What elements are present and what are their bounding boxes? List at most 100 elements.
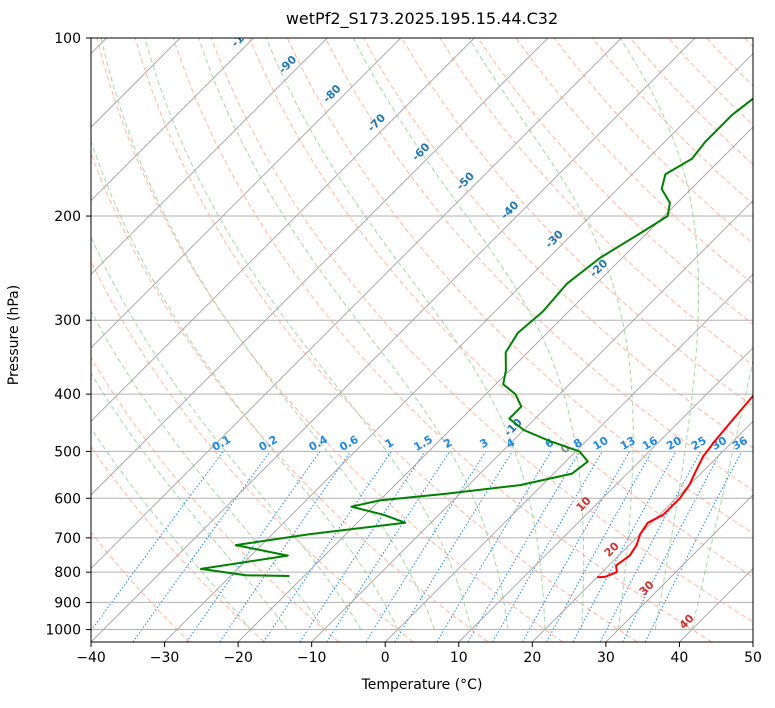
x-axis-label: Temperature (°C): [361, 677, 483, 693]
moist-adiabat-line: [91, 139, 399, 630]
mixing-ratio-line: [91, 451, 224, 632]
x-tick-label: 20: [523, 650, 541, 666]
mixing-ratio-line: [299, 451, 426, 642]
mixing-ratio-line: [599, 451, 702, 642]
dry-adiabat-line: [210, 38, 753, 623]
y-tick-label: 300: [54, 313, 81, 329]
temperature-series-line: [597, 394, 753, 579]
dry-adiabat-line: [325, 38, 753, 492]
isotherm-line: [531, 420, 753, 642]
isotherm-label: -30: [543, 227, 566, 250]
isotherm-label: -80: [320, 82, 343, 105]
mixing-ratio-label: 1.5: [411, 433, 434, 454]
dry-adiabat-line: [96, 38, 563, 642]
x-tick-label: 50: [744, 650, 762, 666]
mixing-ratio-label: 20: [664, 434, 684, 453]
mixing-ratio-line: [546, 451, 653, 642]
dry-adiabat-line: [248, 38, 753, 578]
isotherm-line: [91, 38, 549, 496]
isotherm-label: -60: [409, 140, 432, 163]
dry-adiabat-line: [515, 38, 753, 285]
y-tick-label: 800: [54, 565, 81, 581]
x-tick-label: −10: [297, 650, 327, 666]
mixing-ratio-line: [572, 451, 677, 642]
mixing-ratio-line: [365, 451, 487, 642]
dry-adiabat-line: [744, 38, 753, 48]
y-tick-label: 600: [54, 491, 81, 507]
x-tick-label: −20: [223, 650, 253, 666]
isotherm-label: -40: [498, 198, 521, 221]
moist-adiabat-line: [91, 372, 288, 630]
mixing-ratio-label: 10: [591, 434, 611, 453]
plot-area: 0.1 0.2 0.4 0.6 1 1.5 2 3 4 6 8 10 13 16 20 25 30 36-100-…: [91, 38, 753, 642]
isotherm-line: [237, 126, 753, 642]
isotherm-line: [91, 38, 255, 202]
mixing-ratio-label: 13: [618, 434, 638, 453]
y-tick-label: 400: [54, 387, 81, 403]
isotherm-line: [752, 641, 753, 642]
mixing-ratio-line: [394, 451, 513, 642]
isotherm-line: [91, 38, 181, 128]
mixing-ratio-line: [522, 451, 631, 642]
isotherm-line: [91, 38, 402, 349]
x-tick-label: −30: [150, 650, 180, 666]
dry-adiabat-line: [363, 38, 753, 449]
mixing-ratio-label: 3: [477, 436, 490, 451]
y-tick-label: 700: [54, 531, 81, 547]
isotherm-line: [679, 567, 753, 642]
isotherm-label: 20: [602, 539, 622, 559]
dry-adiabat-line: [591, 38, 753, 205]
dry-adiabat-line: [91, 356, 340, 642]
mixing-ratio-line: [263, 451, 392, 642]
moist-adiabat-line: [144, 38, 472, 630]
isotherm-line: [91, 38, 475, 423]
mixing-ratio-label: 16: [640, 434, 660, 453]
isotherm-line: [458, 347, 753, 642]
isotherm-line: [91, 38, 622, 570]
dry-adiabat-line: [91, 445, 265, 642]
mixing-ratio-label: 0.2: [257, 433, 280, 454]
mixing-ratio-label: 25: [689, 434, 709, 453]
dry-adiabat-line: [401, 38, 753, 407]
chart-title: wetPf2_S173.2025.195.15.44.C32: [285, 9, 559, 28]
dry-adiabat-line: [706, 38, 753, 87]
y-axis-label: Pressure (hPa): [6, 284, 22, 386]
dry-adiabat-line: [91, 531, 191, 642]
isotherm-label: 30: [637, 578, 657, 598]
mixing-ratio-line: [219, 451, 352, 642]
y-tick-label: 500: [54, 444, 81, 460]
moist-adiabat-line: [100, 38, 436, 630]
dry-adiabat-line: [477, 38, 753, 325]
moist-adiabat-line: [691, 358, 753, 630]
moist-adiabat-line: [198, 38, 509, 630]
dry-adiabat-line: [91, 260, 414, 642]
y-tick-label: 200: [54, 209, 81, 225]
mixing-ratio-line: [622, 451, 722, 642]
moist-adiabat-line: [265, 38, 546, 630]
isotherm-line: [164, 52, 753, 642]
mixing-ratio-line: [132, 451, 271, 642]
isotherm-label: -50: [454, 169, 477, 192]
dry-adiabat-line: [553, 38, 753, 245]
mixing-ratio-line: [326, 451, 451, 642]
mixing-ratio-line: [644, 451, 743, 642]
y-tick-label: 100: [54, 31, 81, 47]
moist-adiabat-line: [91, 309, 325, 630]
moist-adiabat-line: [91, 427, 252, 630]
isotherm-label: 40: [677, 612, 697, 632]
isotherm-line: [311, 199, 753, 642]
x-tick-label: −40: [76, 650, 106, 666]
y-tick-label: 1000: [45, 622, 81, 638]
moist-adiabat-line: [619, 38, 700, 630]
moist-adiabat-line: [352, 38, 585, 630]
y-tick-label: 900: [54, 595, 81, 611]
mixing-ratio-line: [467, 451, 581, 642]
x-tick-label: 0: [381, 650, 390, 666]
dry-adiabat-line: [134, 38, 638, 642]
mixing-ratio-line: [186, 451, 321, 642]
mixing-ratio-line: [436, 451, 552, 642]
moist-adiabat-line: [468, 38, 634, 630]
x-tick-label: 40: [671, 650, 689, 666]
plot-frame: [90, 37, 754, 643]
